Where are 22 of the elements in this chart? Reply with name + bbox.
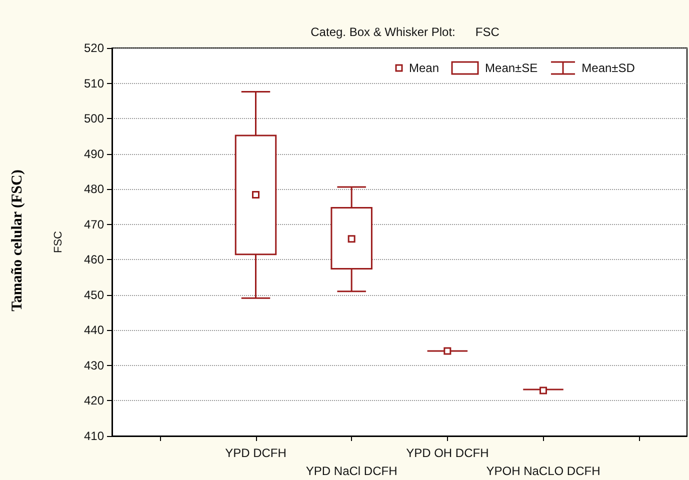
y-tick-label: 430 xyxy=(84,358,104,372)
x-tick-label: YPD DCFH xyxy=(225,446,286,460)
y-tick-label: 520 xyxy=(84,41,104,55)
y-axis-title: FSC xyxy=(52,230,64,253)
y-tick-label: 470 xyxy=(84,217,104,232)
y-tick-label: 410 xyxy=(84,429,104,443)
x-tick-label: YPD NaCl DCFH xyxy=(306,464,398,478)
annotation: Mean±SD xyxy=(582,61,635,75)
chart-title: Categ. Box & Whisker Plot: FSC xyxy=(310,25,500,39)
x-tick-label: YPOH NaCLO DCFH xyxy=(486,464,600,478)
y-tick-label: 490 xyxy=(84,146,104,161)
text: Tamaño celular (FSC) xyxy=(10,169,26,311)
y-tick-label: 500 xyxy=(84,112,104,126)
y-tick-label: 460 xyxy=(84,252,104,267)
y-tick-label: 480 xyxy=(84,182,104,196)
x-tick-label: YPD OH DCFH xyxy=(406,446,489,460)
y-tick-label: 420 xyxy=(84,394,104,408)
y-tick-label: 510 xyxy=(84,76,104,90)
y-tick-label: 450 xyxy=(84,288,104,302)
annotation: Mean xyxy=(409,61,440,75)
y-tick-label: 440 xyxy=(84,323,104,338)
annotation: Mean±SE xyxy=(485,61,538,75)
